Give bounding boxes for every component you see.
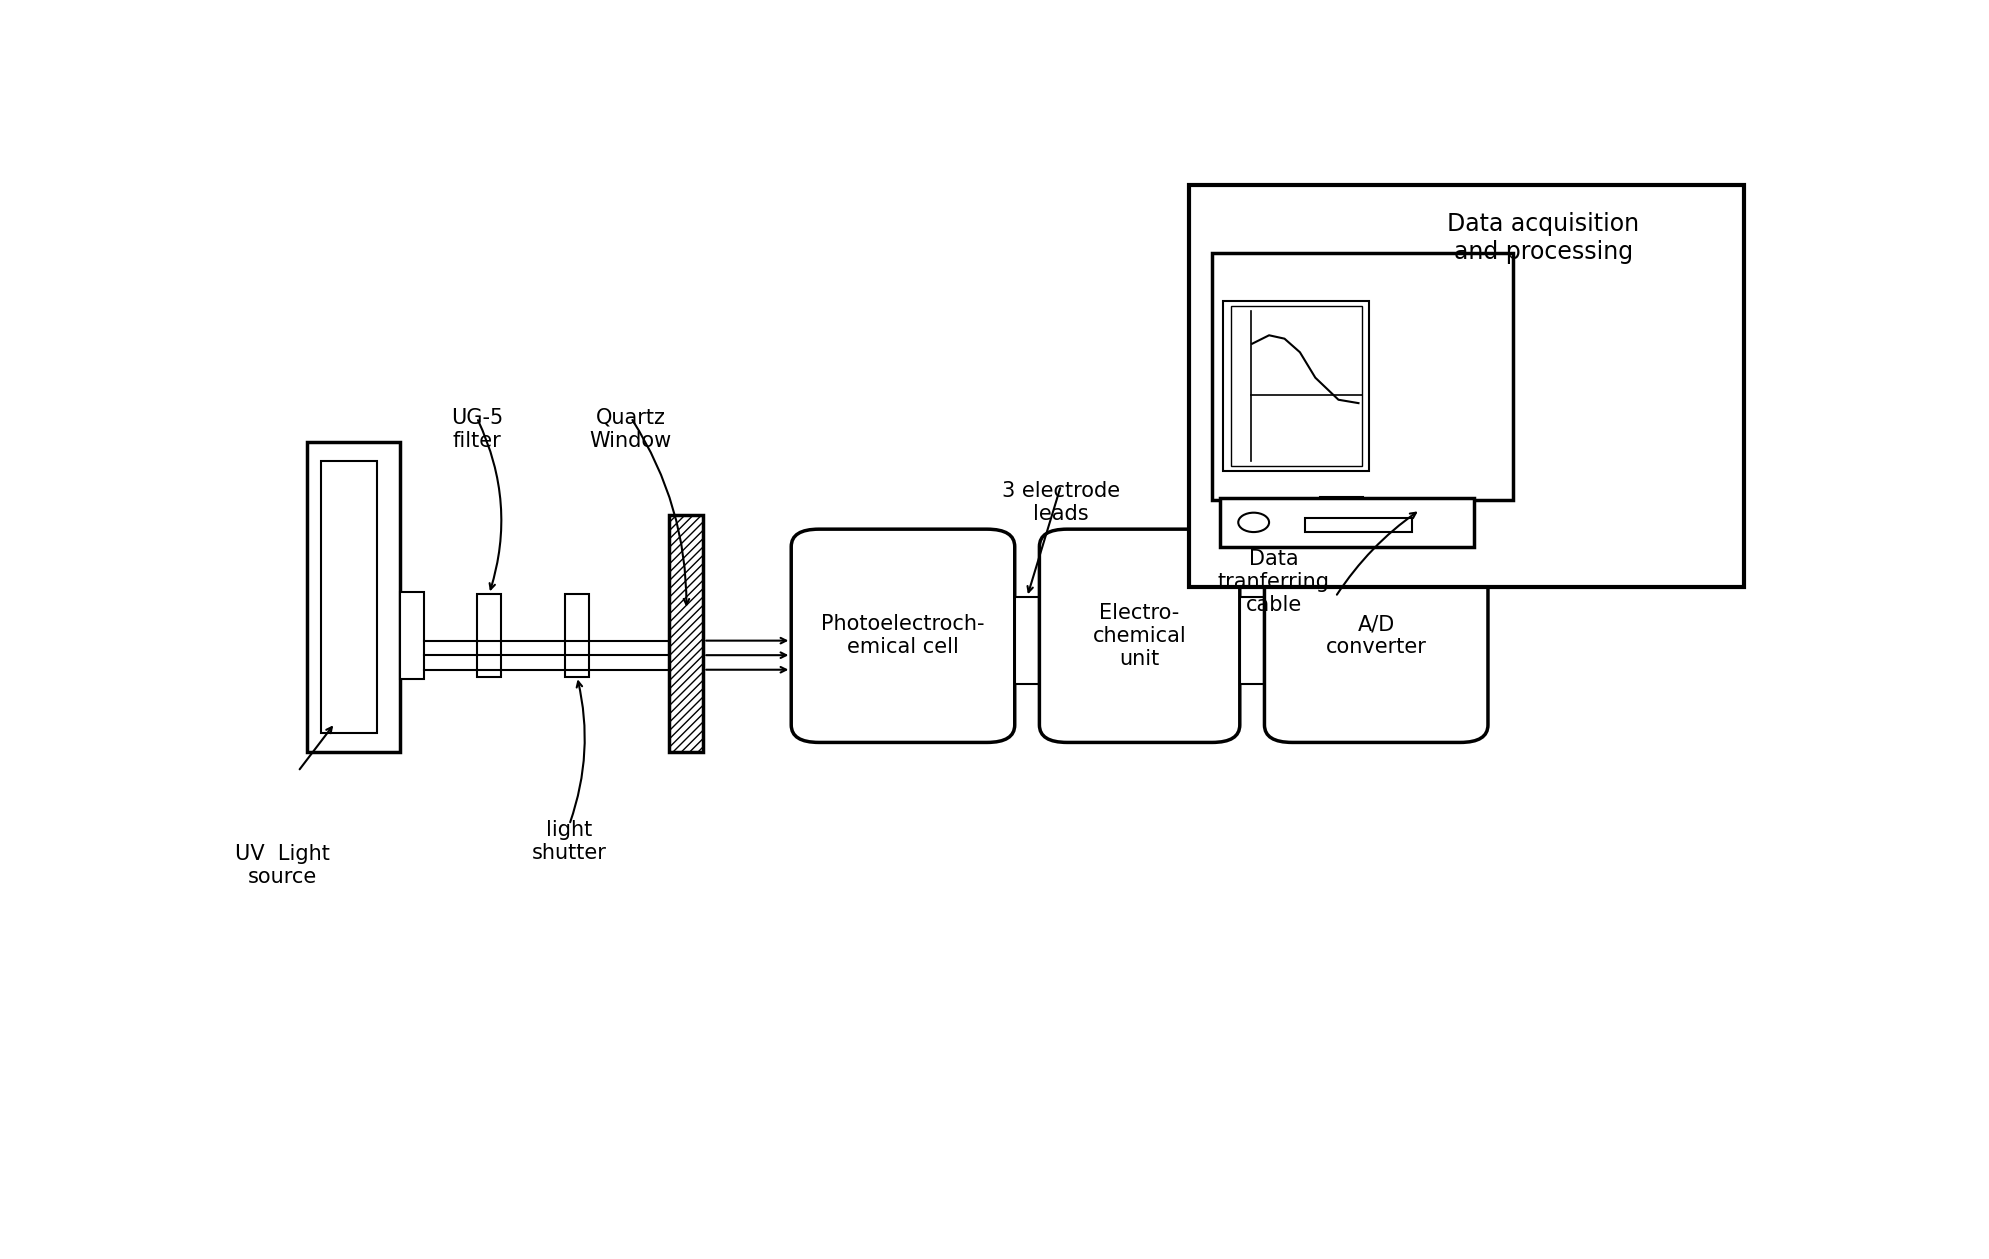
Circle shape (1239, 512, 1269, 533)
Bar (1239, 597, 1265, 685)
FancyBboxPatch shape (792, 529, 1014, 743)
Bar (1189, 185, 1744, 587)
Bar (1366, 511, 1424, 529)
Text: Data
tranferring
cable: Data tranferring cable (1217, 549, 1331, 614)
Bar (1231, 306, 1362, 466)
Bar (1366, 529, 1424, 546)
Text: UG-5
filter: UG-5 filter (452, 408, 503, 451)
Bar (1223, 301, 1368, 471)
Bar (1014, 597, 1040, 685)
Text: Data acquisition
and processing: Data acquisition and processing (1448, 213, 1639, 264)
Bar (565, 594, 589, 676)
Bar (670, 515, 704, 752)
Bar (306, 442, 400, 752)
Bar (400, 592, 424, 680)
Text: light
shutter: light shutter (531, 820, 607, 864)
Bar (1211, 253, 1512, 500)
Text: UV  Light
source: UV Light source (235, 845, 330, 888)
Text: Electro-
chemical
unit: Electro- chemical unit (1092, 603, 1187, 669)
FancyBboxPatch shape (1265, 529, 1488, 743)
Bar (320, 461, 376, 733)
Bar (477, 594, 501, 676)
Bar (1321, 497, 1362, 524)
Text: 3 electrode
leads: 3 electrode leads (1002, 481, 1120, 524)
Text: A/D
converter: A/D converter (1327, 614, 1426, 657)
FancyBboxPatch shape (1040, 529, 1239, 743)
Bar (670, 515, 704, 752)
Text: Quartz
Window: Quartz Window (591, 408, 672, 451)
Text: Photoelectroch-
emical cell: Photoelectroch- emical cell (821, 614, 985, 657)
Bar (1219, 499, 1474, 546)
Bar (1305, 517, 1412, 533)
